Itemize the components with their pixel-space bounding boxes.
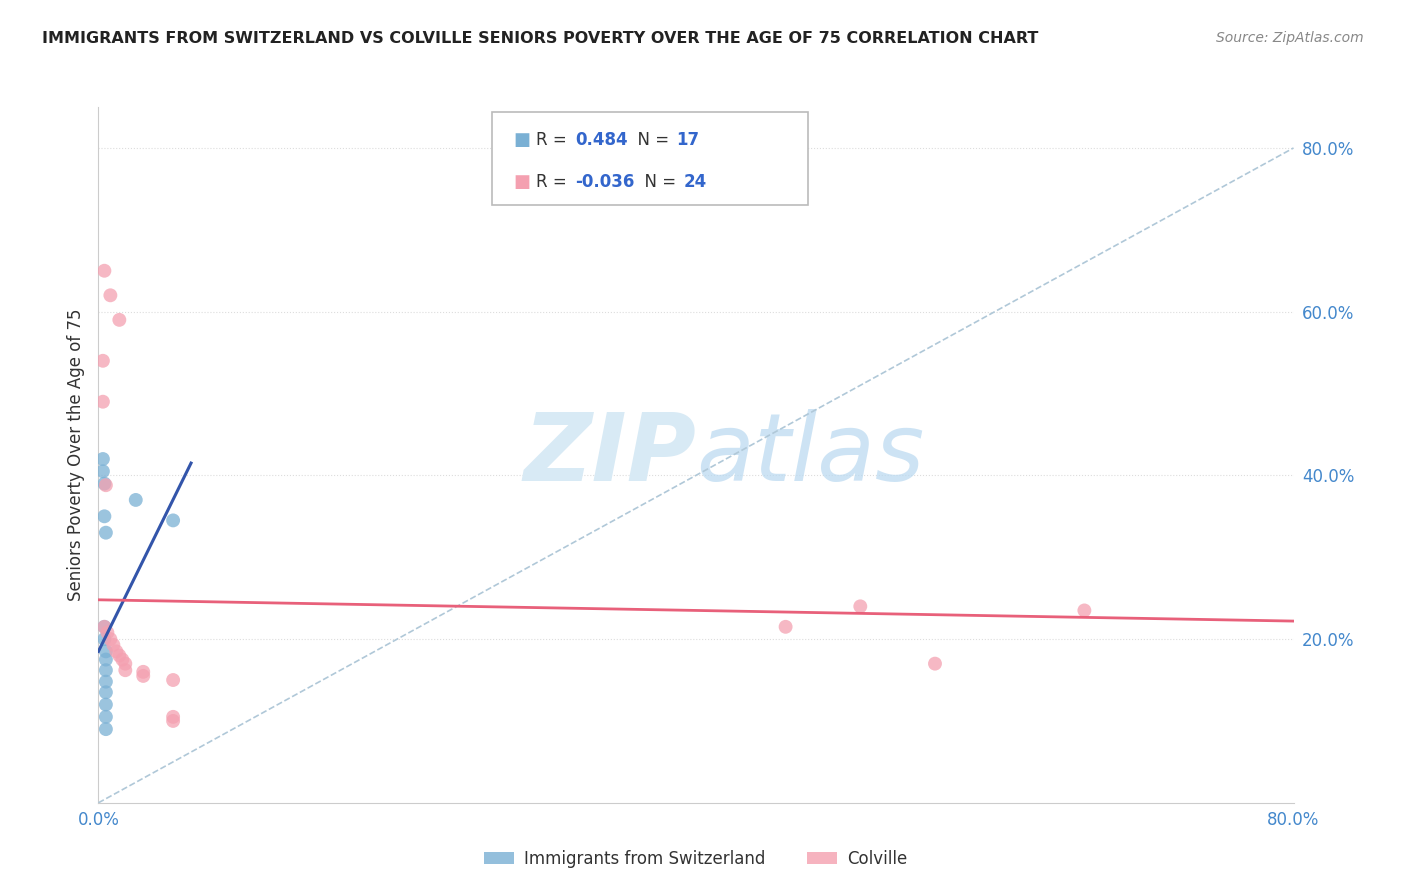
Point	[924, 657, 946, 671]
Text: R =: R =	[536, 131, 572, 149]
Point	[94, 674, 117, 689]
Point	[1073, 603, 1095, 617]
Point	[94, 652, 117, 666]
Text: Source: ZipAtlas.com: Source: ZipAtlas.com	[1216, 31, 1364, 45]
Point	[94, 722, 117, 736]
Text: R =: R =	[536, 173, 572, 191]
Point	[98, 288, 122, 302]
Point	[125, 492, 148, 507]
Point	[108, 313, 131, 327]
Point	[98, 632, 122, 646]
Point	[93, 632, 115, 646]
Text: N =: N =	[627, 131, 675, 149]
Point	[93, 476, 115, 491]
Point	[94, 478, 117, 492]
Text: ■: ■	[513, 173, 530, 191]
Point	[94, 663, 117, 677]
Point	[96, 625, 118, 640]
Point	[111, 652, 134, 666]
Text: ■: ■	[513, 131, 530, 149]
Point	[849, 599, 872, 614]
Point	[91, 394, 114, 409]
Point	[103, 638, 125, 652]
Point	[91, 464, 114, 478]
Point	[94, 644, 117, 658]
Point	[162, 714, 184, 728]
Point	[162, 513, 184, 527]
Text: N =: N =	[634, 173, 682, 191]
Point	[132, 669, 155, 683]
Point	[93, 620, 115, 634]
Point	[94, 685, 117, 699]
Point	[775, 620, 797, 634]
Point	[94, 698, 117, 712]
Point	[132, 665, 155, 679]
Y-axis label: Seniors Poverty Over the Age of 75: Seniors Poverty Over the Age of 75	[66, 309, 84, 601]
Point	[114, 657, 136, 671]
Point	[108, 648, 131, 663]
Point	[94, 710, 117, 724]
Point	[91, 452, 114, 467]
Point	[93, 620, 115, 634]
Point	[91, 353, 114, 368]
Point	[105, 644, 128, 658]
Point	[93, 264, 115, 278]
Point	[162, 710, 184, 724]
Text: 0.484: 0.484	[575, 131, 627, 149]
Text: ZIP: ZIP	[523, 409, 696, 501]
Point	[162, 673, 184, 687]
Point	[114, 663, 136, 677]
Text: atlas: atlas	[696, 409, 924, 500]
Point	[94, 525, 117, 540]
Text: -0.036: -0.036	[575, 173, 634, 191]
Point	[93, 509, 115, 524]
Text: IMMIGRANTS FROM SWITZERLAND VS COLVILLE SENIORS POVERTY OVER THE AGE OF 75 CORRE: IMMIGRANTS FROM SWITZERLAND VS COLVILLE …	[42, 31, 1039, 46]
Text: 24: 24	[683, 173, 707, 191]
Legend: Immigrants from Switzerland, Colville: Immigrants from Switzerland, Colville	[478, 843, 914, 874]
Text: 17: 17	[676, 131, 699, 149]
